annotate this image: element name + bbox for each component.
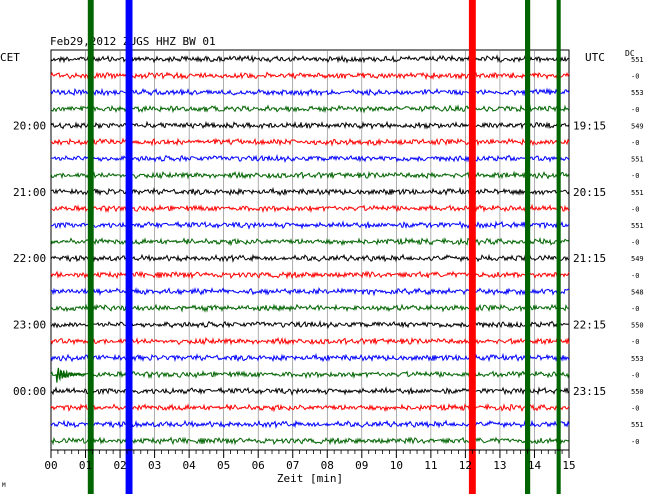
x-tick-label: 13 <box>493 459 506 472</box>
dc-offset-value: 551 <box>631 222 644 230</box>
dc-offset-labels: 551 -0 553 -0 549 -0 551 -0 551 -0 551 -0 549 -0 548 -0… <box>631 56 644 446</box>
right-hour-label: 21:15 <box>573 252 606 265</box>
chart-title: Feb29,2012 ZUGS HHZ BW 01 <box>50 35 216 48</box>
dc-offset-value: -0 <box>631 106 639 114</box>
trace-line <box>50 186 570 197</box>
trace-line <box>50 286 570 297</box>
x-tick-label: 14 <box>528 459 542 472</box>
trace-line <box>50 419 570 429</box>
dc-offset-value: 550 <box>631 388 644 396</box>
trace-line <box>50 303 570 313</box>
trace-line <box>50 137 570 147</box>
right-hour-label: 19:15 <box>573 119 606 132</box>
event-marker <box>125 0 133 494</box>
x-axis: 00 01 02 03 04 05 06 07 08 09 10 11 12 13 14 15 <box>44 449 576 472</box>
left-hour-label: 22:00 <box>13 252 46 265</box>
right-hour-label: 20:15 <box>573 186 606 199</box>
x-tick-label: 09 <box>355 459 368 472</box>
right-hour-label: 22:15 <box>573 319 606 332</box>
left-hour-labels: 20:00 21:00 22:00 23:00 00:00 <box>13 119 46 398</box>
x-tick-label: 04 <box>183 459 197 472</box>
dc-offset-value: -0 <box>631 239 639 247</box>
trace-line <box>50 120 570 131</box>
dc-offset-value: -0 <box>631 272 639 280</box>
left-hour-label: 23:00 <box>13 319 46 332</box>
x-tick-label: 11 <box>424 459 437 472</box>
right-hour-label: 23:15 <box>573 385 606 398</box>
dc-offset-value: 551 <box>631 189 644 197</box>
dc-offset-value: -0 <box>631 305 639 313</box>
x-tick-label: 05 <box>217 459 230 472</box>
x-tick-label: 02 <box>113 459 126 472</box>
trace-line <box>50 236 570 247</box>
dc-offset-value: -0 <box>631 205 639 213</box>
trace-line <box>50 104 570 114</box>
x-tick-label: 06 <box>252 459 265 472</box>
x-tick-label: 15 <box>562 459 575 472</box>
dc-offset-value: -0 <box>631 438 639 446</box>
trace-line <box>50 436 570 446</box>
dc-offset-value: -0 <box>631 139 639 147</box>
left-hour-label: 21:00 <box>13 186 46 199</box>
trace-line <box>50 220 570 230</box>
dc-offset-value: 551 <box>631 421 644 429</box>
trace-line <box>50 253 570 263</box>
trace-line <box>50 386 570 396</box>
dc-offset-value: -0 <box>631 73 639 81</box>
grid-lines <box>85 50 535 450</box>
trace-line <box>50 203 570 214</box>
x-tick-label: 08 <box>321 459 334 472</box>
event-markers <box>87 0 561 494</box>
trace-line <box>50 352 570 363</box>
trace-line <box>50 270 570 280</box>
trace-line <box>50 71 570 81</box>
trace-line <box>50 336 570 346</box>
dc-offset-value: -0 <box>631 338 639 346</box>
x-tick-label: 01 <box>79 459 92 472</box>
dc-offset-value: 549 <box>631 255 644 263</box>
dc-offset-value: 553 <box>631 89 644 97</box>
trace-line <box>50 370 570 380</box>
x-tick-label: 10 <box>390 459 403 472</box>
trace-line <box>50 87 570 97</box>
dc-offset-value: 551 <box>631 56 644 64</box>
x-tick-label: 00 <box>44 459 57 472</box>
x-axis-label: Zeit [min] <box>277 472 343 485</box>
trace-line <box>50 153 570 164</box>
event-marker <box>468 0 476 494</box>
right-hour-labels: 19:15 20:15 21:15 22:15 23:15 <box>573 119 606 398</box>
event-marker <box>87 0 94 494</box>
dc-offset-value: 549 <box>631 122 644 130</box>
trace-line <box>50 319 570 330</box>
x-tick-label: 12 <box>459 459 472 472</box>
corner-mark: M <box>2 482 6 489</box>
event-marker <box>525 0 531 494</box>
dc-offset-value: -0 <box>631 371 639 379</box>
left-hour-label: 20:00 <box>13 119 46 132</box>
dc-offset-value: 548 <box>631 288 644 296</box>
x-tick-label: 07 <box>286 459 299 472</box>
trace-line <box>50 54 570 64</box>
dc-offset-value: 551 <box>631 156 644 164</box>
dc-offset-value: -0 <box>631 172 639 180</box>
left-timezone-label: CET <box>0 51 20 64</box>
dc-label: DC <box>625 49 635 58</box>
x-tick-label: 03 <box>148 459 161 472</box>
left-hour-label: 00:00 <box>13 385 46 398</box>
local-event-wiggle <box>55 367 86 383</box>
dc-offset-value: -0 <box>631 405 639 413</box>
seismic-traces <box>50 54 570 446</box>
trace-line <box>50 403 570 413</box>
right-timezone-label: UTC <box>585 51 605 64</box>
dc-offset-value: 553 <box>631 355 644 363</box>
event-marker <box>556 0 561 494</box>
trace-line <box>50 170 570 180</box>
dc-offset-value: 550 <box>631 322 644 330</box>
